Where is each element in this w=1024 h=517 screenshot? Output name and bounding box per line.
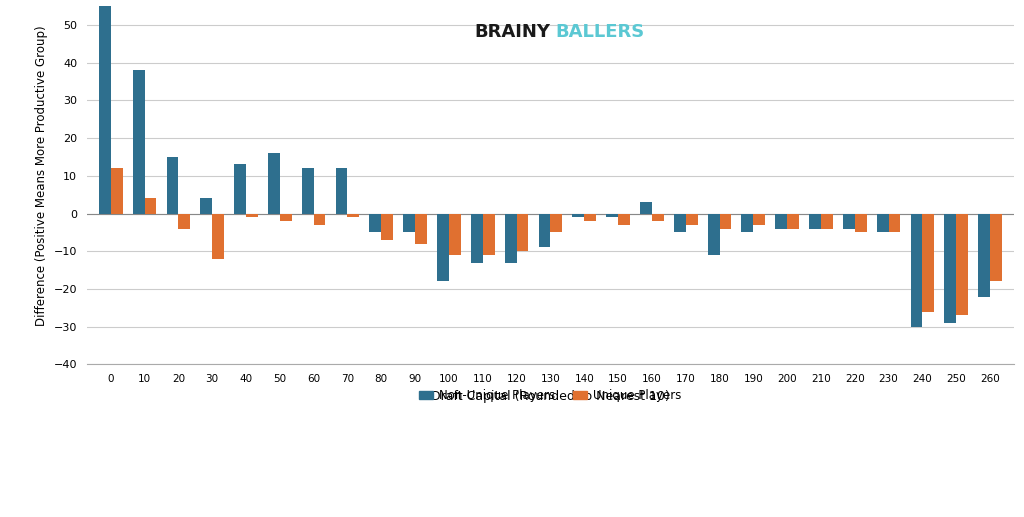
Text: BRAINY: BRAINY bbox=[474, 23, 551, 41]
Bar bbox=[347, 214, 359, 217]
Bar bbox=[686, 214, 697, 225]
Text: BALLERS: BALLERS bbox=[555, 23, 644, 41]
Bar bbox=[551, 214, 562, 232]
Bar bbox=[370, 214, 381, 232]
Bar bbox=[415, 214, 427, 244]
Bar bbox=[133, 70, 144, 214]
Bar bbox=[403, 214, 415, 232]
Bar bbox=[234, 164, 246, 214]
Bar bbox=[471, 214, 482, 263]
Bar bbox=[944, 214, 956, 323]
Bar bbox=[923, 214, 934, 312]
Bar bbox=[910, 214, 923, 327]
Bar bbox=[978, 214, 990, 297]
Bar bbox=[956, 214, 968, 315]
Bar bbox=[302, 168, 313, 214]
Bar bbox=[437, 214, 449, 281]
Bar bbox=[708, 214, 720, 255]
Bar bbox=[843, 214, 855, 229]
Bar bbox=[674, 214, 686, 232]
Legend: Non-Unique Players, Unique Players: Non-Unique Players, Unique Players bbox=[415, 384, 686, 407]
Bar bbox=[167, 157, 178, 214]
Bar bbox=[99, 6, 111, 214]
Bar bbox=[313, 214, 326, 225]
Bar bbox=[268, 153, 280, 214]
Y-axis label: Difference (Positive Means More Productive Group): Difference (Positive Means More Producti… bbox=[35, 25, 48, 326]
Bar bbox=[775, 214, 787, 229]
Bar bbox=[246, 214, 258, 217]
Text: are more Unique players in the bottom 10, those in the top 10 were consistently : are more Unique players in the bottom 10… bbox=[245, 492, 779, 502]
Bar bbox=[585, 214, 596, 221]
Bar bbox=[111, 168, 123, 214]
Bar bbox=[280, 214, 292, 221]
Bar bbox=[754, 214, 765, 225]
Bar bbox=[449, 214, 461, 255]
Bar bbox=[720, 214, 731, 229]
Bar bbox=[618, 214, 630, 225]
Bar bbox=[787, 214, 799, 229]
Bar bbox=[821, 214, 833, 229]
Bar bbox=[855, 214, 866, 232]
Bar bbox=[482, 214, 495, 255]
Bar bbox=[178, 214, 190, 229]
Bar bbox=[606, 214, 618, 217]
Bar bbox=[505, 214, 516, 263]
Bar bbox=[336, 168, 347, 214]
Bar bbox=[212, 214, 224, 259]
Bar bbox=[889, 214, 900, 232]
Bar bbox=[990, 214, 1001, 281]
Bar bbox=[877, 214, 889, 232]
Bar bbox=[201, 199, 212, 214]
Bar bbox=[640, 202, 652, 214]
Bar bbox=[381, 214, 393, 240]
Bar bbox=[809, 214, 821, 229]
Bar bbox=[539, 214, 551, 248]
Bar bbox=[572, 214, 585, 217]
Bar bbox=[741, 214, 754, 232]
X-axis label: Draft Capital (Rounded To Nearest 10): Draft Capital (Rounded To Nearest 10) bbox=[431, 390, 670, 403]
Bar bbox=[652, 214, 664, 221]
Bar bbox=[516, 214, 528, 251]
Text: *Desired outcome: We want a negative number for unique differences and a positiv: *Desired outcome: We want a negative num… bbox=[101, 462, 923, 473]
Bar bbox=[144, 199, 157, 214]
